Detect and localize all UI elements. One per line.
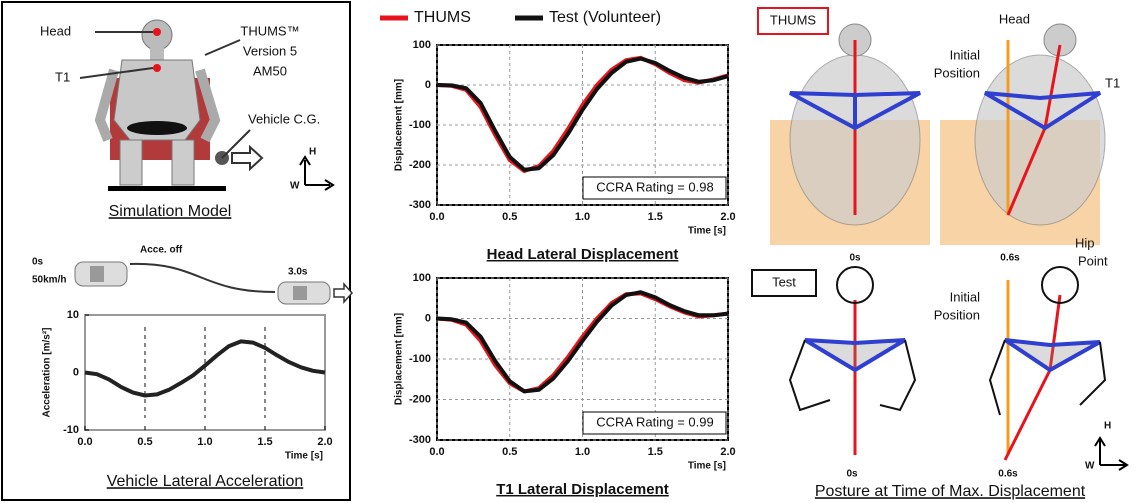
position-label: Initial — [950, 47, 980, 62]
x-tick-label: 1.5 — [257, 436, 272, 448]
maneuver-speed: 50km/h — [32, 275, 66, 286]
x-axis-label: Time [s] — [688, 226, 726, 237]
y-axis-label: Displacement [mm] — [394, 313, 405, 405]
data-line — [436, 56, 729, 172]
chart-title: Head Lateral Displacement — [487, 246, 679, 263]
chart-title: Vehicle Lateral Acceleration — [107, 473, 304, 490]
annotation-box — [582, 176, 727, 200]
annotation-box — [582, 411, 727, 435]
x-tick-label: 1.0 — [575, 446, 590, 458]
position-label: Position — [934, 65, 980, 80]
plot-frame — [84, 314, 326, 431]
time-label: 0s — [846, 469, 858, 480]
x-tick-label: 0.5 — [502, 211, 517, 223]
x-tick-label: 0.0 — [429, 446, 444, 458]
x-axis-label: Time [s] — [688, 461, 726, 472]
time-label: 0.6s — [1000, 253, 1020, 264]
y-tick-label: -300 — [409, 199, 431, 211]
vehicle-cg-label: Vehicle C.G. — [248, 111, 320, 126]
head-label: Head — [40, 23, 71, 38]
x-tick-label: 0.0 — [77, 436, 92, 448]
data-line — [84, 339, 326, 398]
model-name: Version 5 — [243, 43, 297, 58]
posture-illustration — [751, 7, 1129, 471]
y-tick-label: -200 — [409, 159, 431, 171]
x-axis-label: Time [s] — [285, 451, 323, 462]
hip-label: Point — [1078, 253, 1108, 268]
y-tick-label: -10 — [63, 424, 79, 436]
y-tick-label: 100 — [413, 272, 431, 284]
axis-h: H — [1104, 421, 1111, 432]
x-tick-label: 2.0 — [720, 446, 735, 458]
y-tick-label: -100 — [409, 353, 431, 365]
y-tick-label: 100 — [413, 39, 431, 51]
time-label: 0.6s — [998, 469, 1018, 480]
annotation: CCRA Rating = 0.98 — [596, 179, 713, 194]
t1-label: T1 — [1105, 75, 1120, 90]
x-tick-label: 1.0 — [197, 436, 212, 448]
y-tick-label: 0 — [73, 366, 79, 378]
position-label: Position — [934, 307, 980, 322]
x-tick-label: 2.0 — [720, 211, 735, 223]
x-tick-label: 0.0 — [429, 211, 444, 223]
caption: Posture at Time of Max. Displacement — [815, 483, 1086, 500]
y-tick-label: 0 — [425, 312, 431, 324]
t1-label: T1 — [55, 69, 70, 84]
position-label: Initial — [950, 289, 980, 304]
maneuver-event: Acce. off — [140, 245, 183, 256]
axis-w: W — [290, 181, 300, 192]
hip-label: Hip — [1075, 235, 1095, 250]
x-tick-label: 0.5 — [137, 436, 152, 448]
legend-label: Test (Volunteer) — [549, 9, 661, 26]
time-label: 0s — [849, 253, 861, 264]
model-name: THUMS™ — [240, 23, 299, 38]
maneuver-illustration — [74, 261, 354, 305]
axis-h: H — [309, 147, 316, 158]
x-tick-label: 1.5 — [648, 446, 663, 458]
y-tick-label: 10 — [67, 309, 79, 321]
maneuver-time: 0s — [32, 257, 44, 268]
chart-title: T1 Lateral Displacement — [496, 481, 669, 498]
x-tick-label: 1.0 — [575, 211, 590, 223]
thums-tag: THUMS — [770, 12, 817, 27]
x-tick-label: 2.0 — [317, 436, 332, 448]
annotation: CCRA Rating = 0.99 — [596, 414, 713, 429]
data-line — [436, 290, 729, 394]
model-name: AM50 — [253, 63, 287, 78]
panel-border — [1, 1, 351, 501]
axis-w: W — [1085, 461, 1095, 472]
caption: Simulation Model — [109, 203, 232, 220]
y-axis-label: Displacement [mm] — [394, 79, 405, 171]
legend-label: THUMS — [414, 9, 471, 26]
model-illustration — [79, 19, 335, 191]
head-label: Head — [999, 11, 1030, 26]
y-tick-label: -100 — [409, 119, 431, 131]
y-tick-label: -200 — [409, 393, 431, 405]
y-tick-label: -300 — [409, 434, 431, 446]
test-tag: Test — [772, 274, 796, 289]
x-tick-label: 1.5 — [648, 211, 663, 223]
y-tick-label: 0 — [425, 79, 431, 91]
x-tick-label: 0.5 — [502, 446, 517, 458]
y-axis-label: Acceleration [m/s²] — [42, 327, 53, 417]
maneuver-time: 3.0s — [288, 267, 308, 278]
